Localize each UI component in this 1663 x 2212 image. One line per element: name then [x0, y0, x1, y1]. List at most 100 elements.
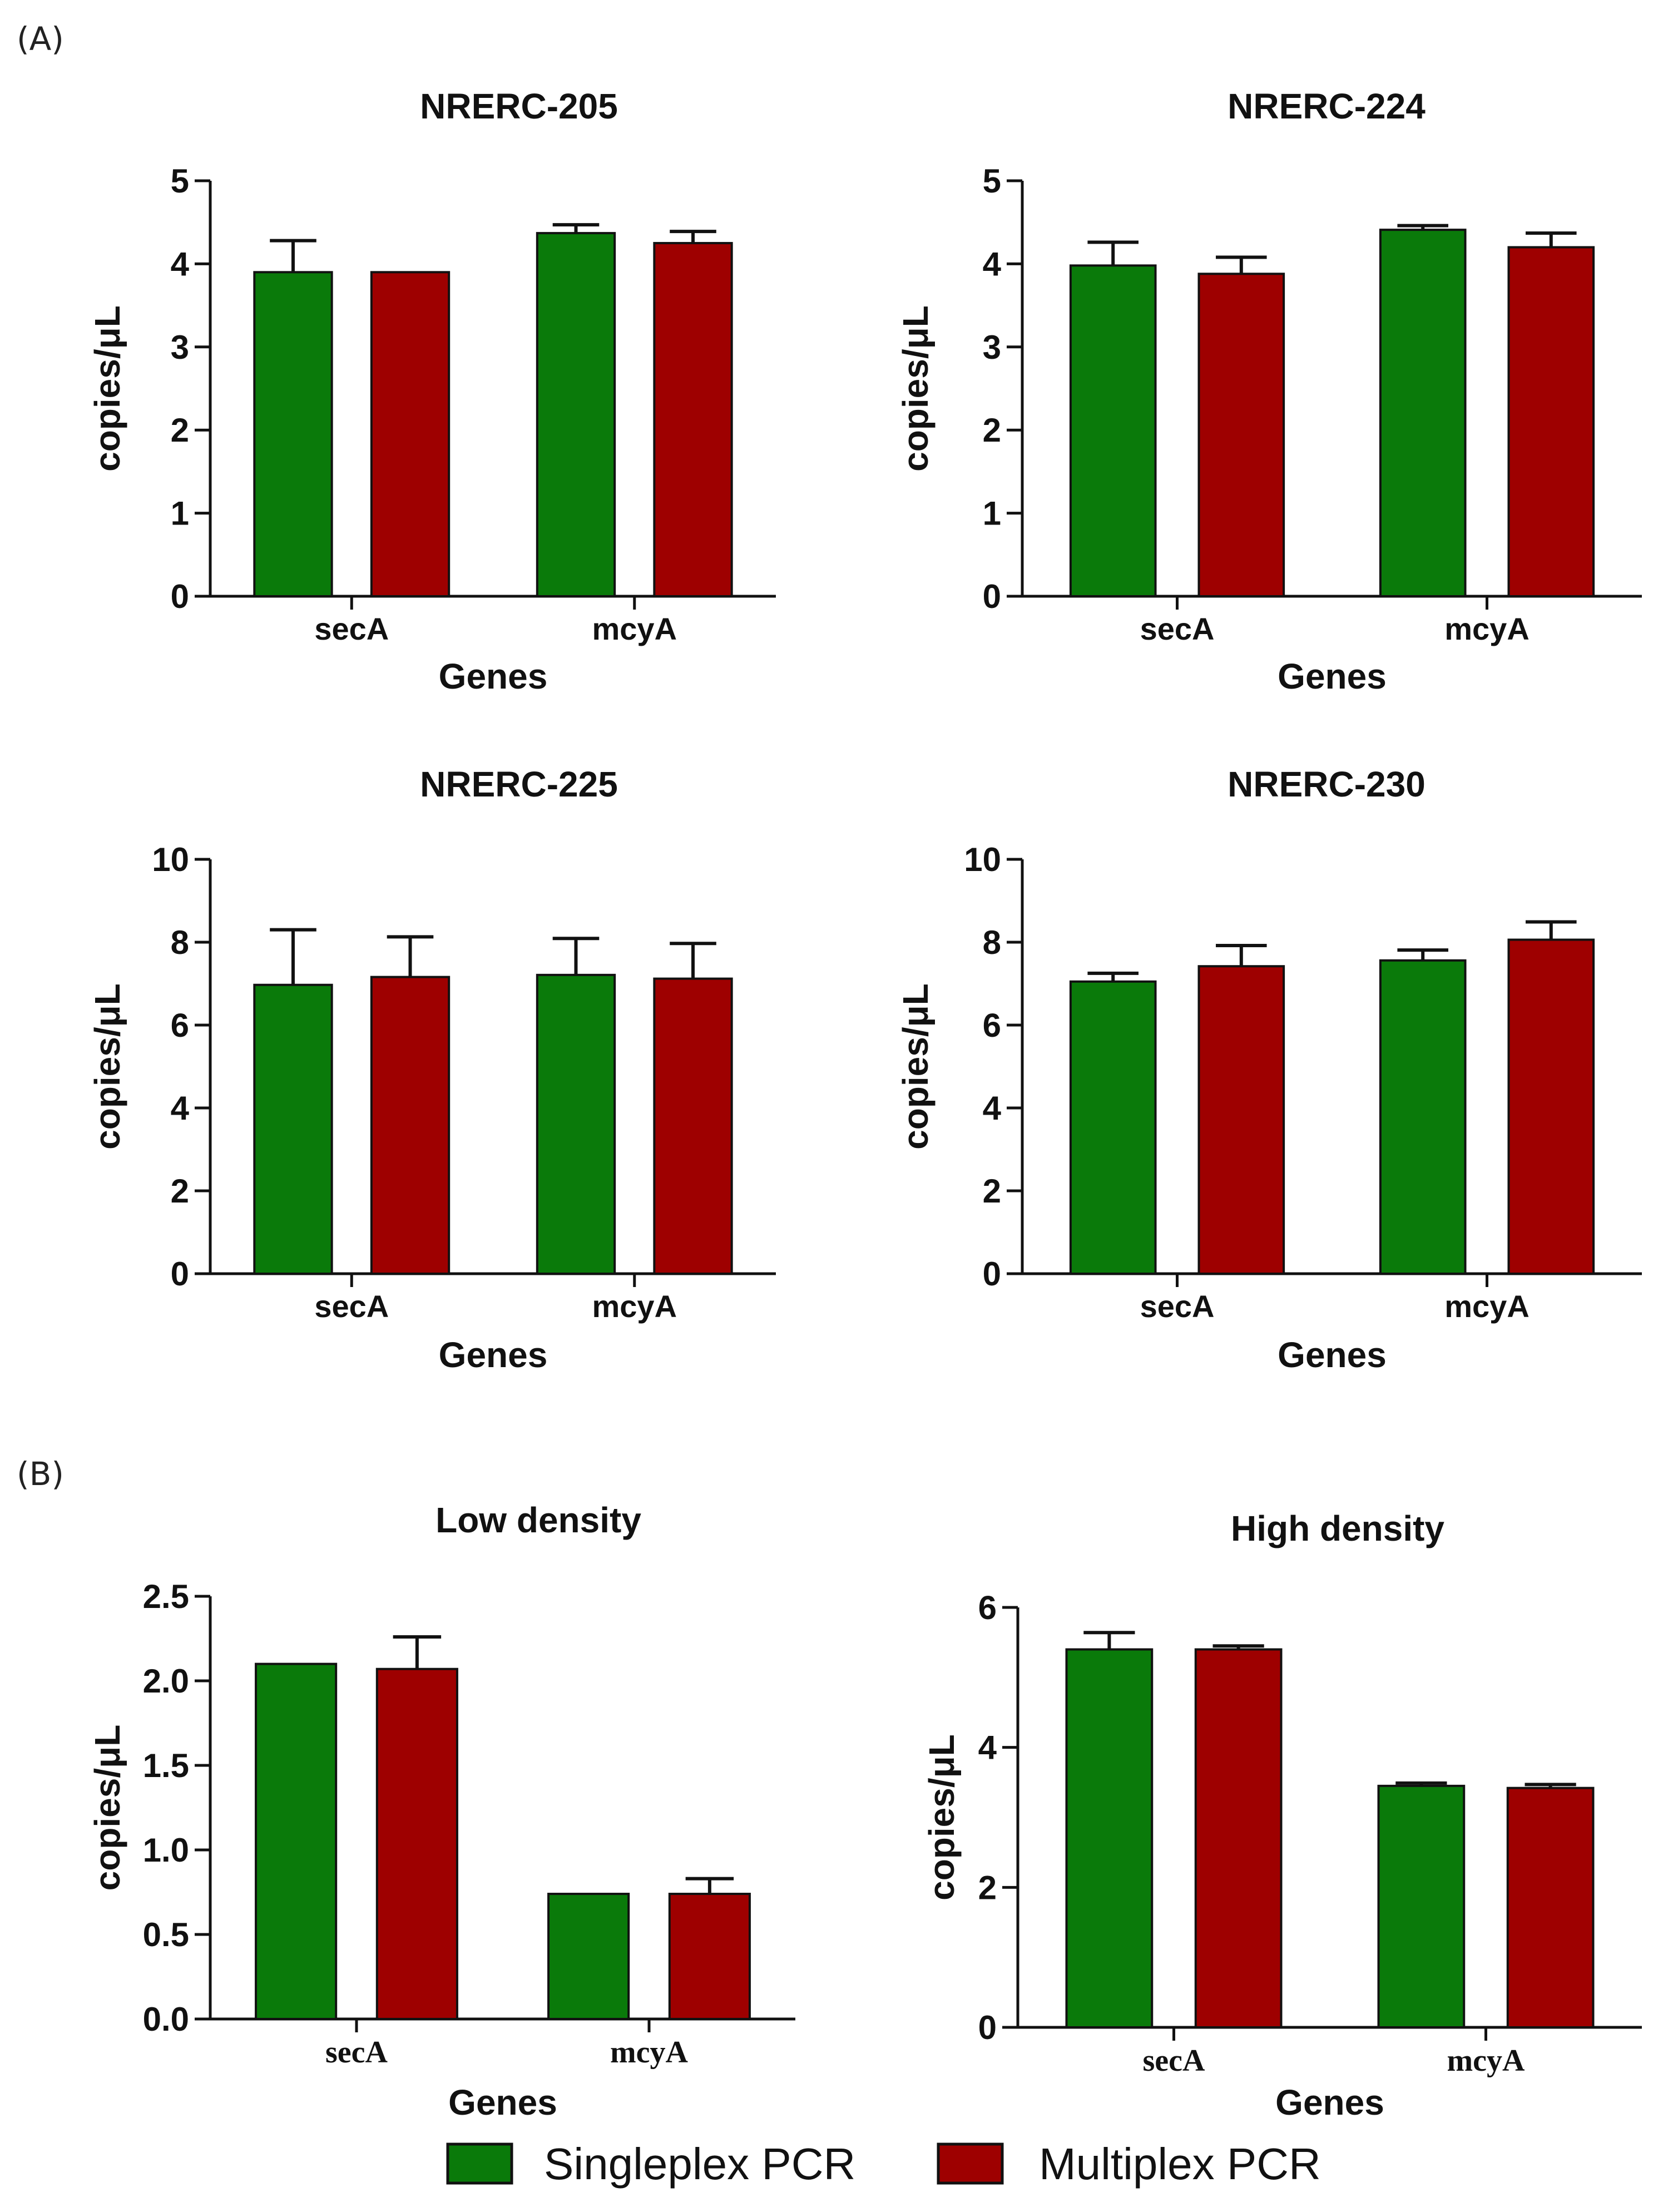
legend-item-singleplex: Singleplex PCR — [446, 2139, 855, 2189]
chart-title: Low density — [435, 1500, 641, 1540]
bar-multiplex-seca — [1197, 273, 1285, 597]
chart-low-density: Low density 0.0 0.5 1.0 1.5 2.0 2.5 copies/μL se… — [87, 1500, 795, 2122]
y-tick-label: 0.5 — [143, 1916, 189, 1953]
y-tick-label: 10 — [152, 841, 189, 878]
y-axis-title: copies/μL — [87, 983, 127, 1150]
x-tick-label-seca: secA — [314, 611, 389, 646]
bar-multiplex-seca — [1194, 1648, 1283, 2028]
y-tick-label: 8 — [171, 924, 189, 961]
bar-singleplex-mcya — [1379, 229, 1467, 597]
bar-multiplex-mcya — [1507, 938, 1595, 1275]
x-tick-label-seca: secA — [1143, 2043, 1206, 2078]
y-axis-title: copies/μL — [895, 305, 936, 472]
bar-singleplex-mcya — [1379, 959, 1467, 1275]
y-axis-title: copies/μL — [895, 983, 936, 1150]
y-tick-label: 5 — [171, 162, 189, 200]
x-tick-label-seca: secA — [314, 1289, 389, 1324]
x-axis-title: Genes — [1278, 1335, 1387, 1375]
y-tick-label: 2 — [983, 412, 1001, 449]
x-tick-label-mcya: mcyA — [592, 1289, 677, 1324]
bar-singleplex-mcya — [547, 1893, 630, 2021]
y-tick-label: 3 — [983, 329, 1001, 366]
x-axis-title: Genes — [448, 2082, 557, 2122]
y-tick-label: 0.0 — [143, 2001, 189, 2038]
chart-title: NRERC-230 — [1228, 764, 1426, 804]
chart-nrerc-224: NRERC-224 0 1 2 3 4 5 copies/μL secA mcyA Genes — [895, 86, 1642, 696]
bar-multiplex-seca — [370, 976, 451, 1275]
y-tick-label: 2 — [171, 412, 189, 449]
x-tick-label-mcya: mcyA — [1444, 1289, 1530, 1324]
chart-nrerc-225: NRERC-225 0 2 4 6 8 10 copies/μL secA mcyA Genes — [87, 764, 776, 1375]
x-tick-label-seca: secA — [1140, 611, 1215, 646]
bar-multiplex-mcya — [653, 977, 733, 1275]
legend: Singleplex PCR Multiplex PCR — [446, 2139, 1321, 2189]
y-tick-label: 0 — [983, 578, 1001, 615]
y-tick-label: 4 — [171, 245, 190, 283]
x-axis-title: Genes — [1278, 656, 1387, 696]
y-tick-label: 5 — [983, 162, 1001, 200]
x-axis-title: Genes — [439, 1335, 548, 1375]
bar-singleplex-seca — [253, 271, 333, 597]
chart-title: NRERC-224 — [1228, 86, 1426, 126]
x-tick-label-seca: secA — [1140, 1289, 1215, 1324]
y-tick-label: 2 — [171, 1172, 189, 1210]
legend-swatch-multiplex — [937, 2142, 1004, 2185]
panel-label-b: (B) — [17, 1455, 64, 1493]
y-tick-label: 1 — [171, 495, 189, 532]
y-tick-label: 1.5 — [143, 1747, 189, 1784]
y-tick-label: 0 — [171, 1255, 189, 1293]
x-axis-title: Genes — [1275, 2082, 1384, 2122]
bar-multiplex-mcya — [1506, 1787, 1595, 2028]
y-tick-label: 3 — [171, 329, 189, 366]
y-axis-title: copies/μL — [87, 1725, 127, 1891]
bar-singleplex-mcya — [536, 232, 616, 597]
chart-title: High density — [1231, 1508, 1444, 1548]
chart-high-density: High density 0 2 4 6 copies/μL secA mcyA Genes — [922, 1508, 1642, 2122]
x-tick-label-mcya: mcyA — [592, 611, 677, 646]
y-tick-label: 1.0 — [143, 1832, 189, 1869]
y-tick-label: 4 — [978, 1729, 997, 1766]
legend-swatch-singleplex — [446, 2142, 513, 2185]
y-tick-label: 2 — [983, 1172, 1001, 1210]
x-tick-label-mcya: mcyA — [1447, 2043, 1526, 2078]
y-axis-title: copies/μL — [87, 305, 127, 472]
y-tick-label: 2.0 — [143, 1662, 189, 1700]
x-tick-label-seca: secA — [325, 2035, 388, 2070]
y-tick-label: 0 — [983, 1255, 1001, 1293]
bar-multiplex-seca — [1197, 965, 1285, 1275]
y-axis-title: copies/μL — [922, 1734, 962, 1901]
chart-title: NRERC-205 — [420, 86, 618, 126]
x-tick-label-mcya: mcyA — [1444, 611, 1530, 646]
bar-singleplex-mcya — [536, 973, 616, 1275]
y-tick-label: 6 — [171, 1007, 189, 1044]
panel-label-a: (A) — [17, 20, 64, 58]
bar-singleplex-seca — [255, 1662, 338, 2021]
legend-label-multiplex: Multiplex PCR — [1039, 2139, 1321, 2189]
chart-title: NRERC-225 — [420, 764, 618, 804]
bar-multiplex-mcya — [668, 1893, 751, 2021]
y-tick-label: 0 — [978, 2009, 997, 2046]
bar-singleplex-seca — [1069, 980, 1157, 1275]
y-tick-label: 10 — [964, 841, 1001, 878]
legend-item-multiplex: Multiplex PCR — [937, 2139, 1321, 2189]
bar-singleplex-seca — [253, 983, 333, 1275]
chart-nrerc-230: NRERC-230 0 2 4 6 8 10 copies/μL secA mcyA Genes — [895, 764, 1642, 1375]
bar-multiplex-seca — [375, 1667, 458, 2020]
chart-nrerc-205: NRERC-205 0 1 2 3 4 5 copies/μL secA mcyA Genes — [87, 86, 776, 696]
y-tick-label: 4 — [983, 1090, 1002, 1127]
y-tick-label: 6 — [983, 1007, 1001, 1044]
y-tick-label: 8 — [983, 924, 1001, 961]
x-tick-label-mcya: mcyA — [610, 2035, 689, 2070]
y-tick-label: 2 — [978, 1869, 997, 1906]
y-tick-label: 1 — [983, 495, 1001, 532]
legend-label-singleplex: Singleplex PCR — [544, 2139, 855, 2189]
y-tick-label: 0 — [171, 578, 189, 615]
y-tick-label: 2.5 — [143, 1578, 189, 1615]
bar-singleplex-mcya — [1377, 1784, 1466, 2028]
bar-multiplex-seca — [370, 271, 451, 597]
bar-singleplex-seca — [1069, 264, 1157, 597]
y-tick-label: 4 — [983, 245, 1002, 283]
y-tick-label: 6 — [978, 1589, 997, 1626]
